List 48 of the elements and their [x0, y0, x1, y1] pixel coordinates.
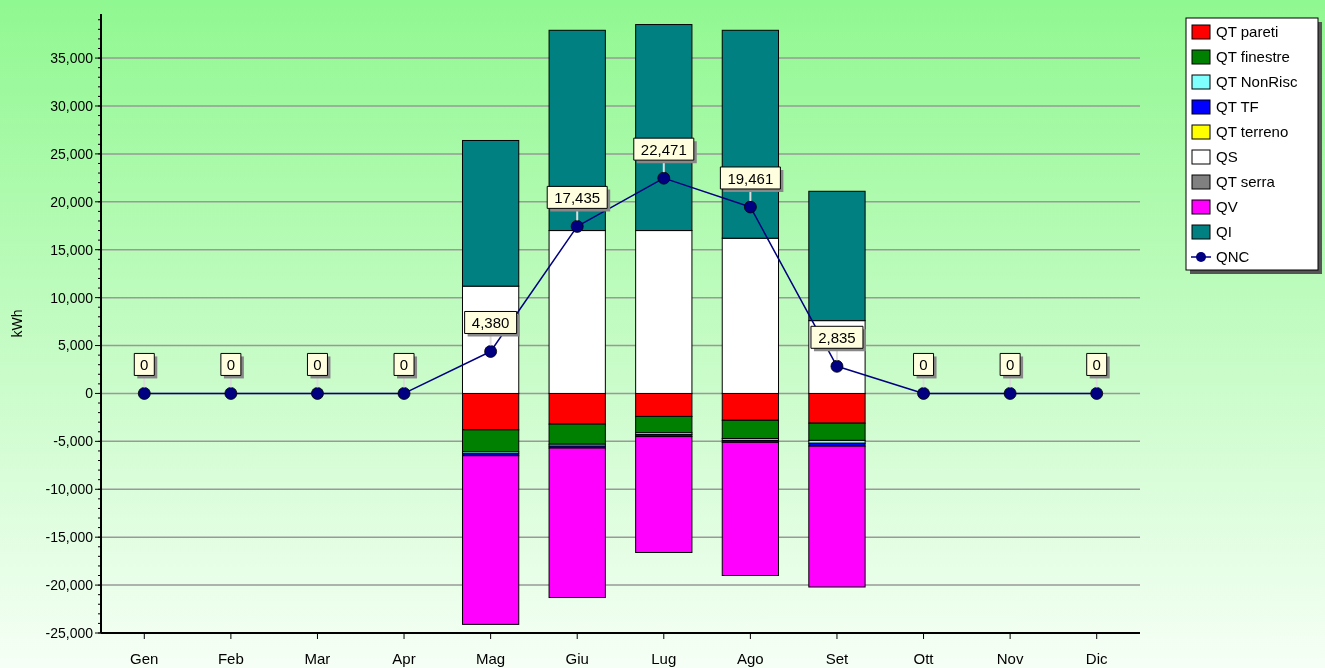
data-label: 0 [919, 356, 928, 374]
y-tick-label: -15,000 [45, 529, 94, 546]
y-tick-label: 10,000 [50, 289, 94, 306]
y-tick-label: -5,000 [53, 433, 94, 450]
legend-label: QT pareti [1216, 23, 1279, 41]
data-label: 0 [140, 356, 149, 374]
legend-label: QS [1216, 148, 1238, 166]
x-tick-label: Set [825, 650, 850, 667]
data-label: 22,471 [640, 141, 687, 159]
legend-label: QI [1216, 223, 1232, 241]
legend-label: QV [1216, 198, 1238, 216]
data-label: 17,435 [554, 189, 601, 207]
x-tick-label: Feb [217, 650, 244, 667]
x-tick-label: Giu [565, 650, 589, 667]
data-label: 19,461 [727, 169, 774, 187]
data-label: 0 [399, 356, 409, 374]
y-tick-label: -20,000 [45, 576, 94, 593]
data-label: 0 [1092, 356, 1101, 374]
y-tick-label: -10,000 [45, 481, 94, 498]
y-tick-label: 25,000 [50, 145, 94, 162]
data-label: 0 [1005, 356, 1015, 374]
x-tick-label: Lug [651, 650, 677, 667]
x-tick-label: Apr [392, 650, 416, 667]
y-tick-label: 35,000 [50, 49, 94, 66]
y-tick-label: -25,000 [45, 624, 94, 641]
x-tick-label: Ott [913, 650, 935, 667]
x-tick-label: Ago [737, 650, 764, 667]
y-axis-title: kWh [9, 309, 25, 338]
x-tick-label: Nov [996, 650, 1024, 667]
data-label: 0 [226, 356, 236, 374]
y-tick-label: 20,000 [50, 193, 94, 210]
x-tick-label: Gen [130, 650, 159, 667]
legend-label: QT NonRisc [1216, 73, 1298, 91]
x-tick-label: Dic [1085, 650, 1109, 667]
y-tick-label: 0 [85, 385, 94, 402]
legend-label: QT finestre [1216, 48, 1290, 66]
data-label: 0 [313, 356, 322, 374]
legend-label: QT terreno [1216, 123, 1289, 141]
x-tick-label: Mag [476, 650, 506, 667]
x-tick-label: Mar [304, 650, 331, 667]
data-label: 4,380 [471, 314, 510, 332]
legend-label: QNC [1216, 248, 1250, 266]
legend-label: QT TF [1216, 98, 1259, 116]
legend-label: QT serra [1216, 173, 1276, 191]
data-label: 2,835 [818, 329, 856, 347]
y-tick-label: 15,000 [50, 241, 94, 258]
y-tick-label: 5,000 [57, 337, 94, 354]
y-tick-label: 30,000 [50, 97, 94, 114]
